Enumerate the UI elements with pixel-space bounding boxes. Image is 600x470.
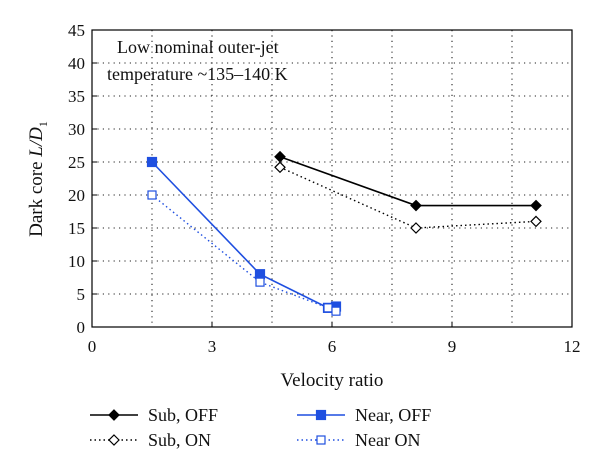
data-point xyxy=(331,306,341,316)
y-tick-label: 45 xyxy=(68,21,85,40)
x-tick-label: 9 xyxy=(448,337,457,356)
series-sub-off xyxy=(274,150,542,212)
y-axis-title-italic: L/D xyxy=(26,127,47,158)
series-near-on xyxy=(147,190,341,316)
y-tick-label: 0 xyxy=(77,318,86,337)
x-tick-label: 6 xyxy=(328,337,337,356)
annotation-line-1: Low nominal outer-jet xyxy=(117,37,279,57)
legend-item-sub-on: Sub, ON xyxy=(90,430,211,450)
x-axis-title: Velocity ratio xyxy=(281,370,384,391)
legend-item-near-on: Near ON xyxy=(297,430,420,450)
data-point xyxy=(530,199,542,212)
annotation-line-2: temperature ~135–140 K xyxy=(107,64,288,84)
y-axis-title-main: Dark core xyxy=(26,157,47,237)
y-axis-title-subscript: 1 xyxy=(36,121,50,127)
y-tick-label: 35 xyxy=(68,87,85,106)
data-point xyxy=(255,277,265,287)
y-tick-label: 10 xyxy=(68,252,85,271)
y-tick-label: 15 xyxy=(68,219,85,238)
x-tick-label: 0 xyxy=(88,337,97,356)
data-point xyxy=(146,156,158,168)
y-tick-label: 5 xyxy=(77,285,86,304)
legend-marker xyxy=(315,409,327,421)
y-tick-label: 30 xyxy=(68,120,85,139)
legend-label: Sub, OFF xyxy=(148,405,218,425)
series-sub-on xyxy=(274,161,542,234)
y-tick-label: 20 xyxy=(68,186,85,205)
data-point xyxy=(147,190,157,200)
data-point xyxy=(410,222,422,234)
series-group xyxy=(146,150,542,316)
legend-label: Near, OFF xyxy=(355,405,431,425)
legend-marker xyxy=(108,434,120,446)
legend: Sub, OFF Sub, ON Near, OFF Near ON xyxy=(90,405,431,450)
grid xyxy=(92,30,572,327)
x-tick-label: 12 xyxy=(564,337,581,356)
y-tick-label: 25 xyxy=(68,153,85,172)
legend-item-near-off: Near, OFF xyxy=(297,405,431,425)
data-point xyxy=(254,269,266,280)
data-point xyxy=(274,161,286,174)
legend-item-sub-off: Sub, OFF xyxy=(90,405,218,425)
legend-label: Near ON xyxy=(355,430,420,450)
data-point xyxy=(530,215,542,228)
axis-ticks: 0 5 10 15 20 25 30 35 40 45 0 3 6 9 12 xyxy=(68,21,581,356)
data-point xyxy=(410,199,422,212)
legend-marker xyxy=(316,435,326,445)
y-tick-label: 40 xyxy=(68,54,85,73)
y-axis-title: Dark core L/D1 xyxy=(26,121,50,237)
legend-marker xyxy=(108,409,120,421)
legend-label: Sub, ON xyxy=(148,430,211,450)
x-tick-label: 3 xyxy=(208,337,217,356)
data-point xyxy=(323,303,333,313)
